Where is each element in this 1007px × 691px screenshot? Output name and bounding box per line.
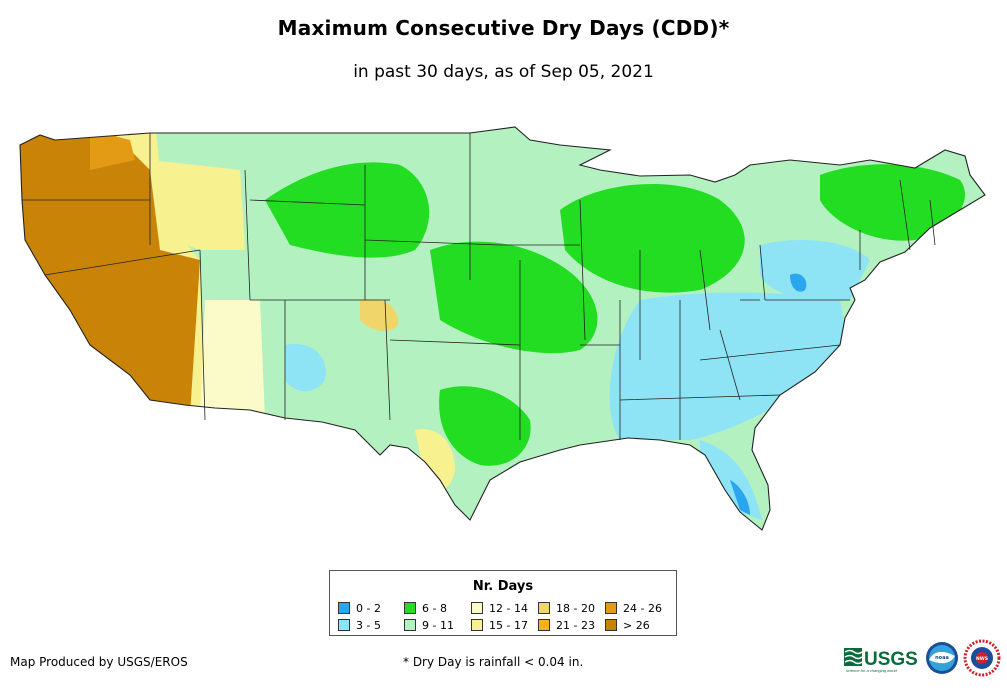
legend-label: 9 - 11 — [422, 619, 454, 632]
legend-item-3-5: 3 - 5 — [338, 619, 381, 632]
legend-item-over-26: > 26 — [605, 619, 650, 632]
legend-title: Nr. Days — [472, 579, 534, 594]
legend-label: 0 - 2 — [356, 602, 381, 615]
region-new-mexico-cyan — [285, 344, 326, 392]
legend-label: > 26 — [623, 619, 650, 632]
legend-item-15-17: 15 - 17 — [471, 619, 528, 632]
legend-item-18-20: 18 - 20 — [538, 602, 595, 615]
region-southeast-cyan — [609, 292, 850, 440]
legend-swatch — [338, 602, 350, 614]
region-colorado-tan — [360, 298, 399, 332]
dry-day-regions — [20, 127, 985, 530]
legend-swatch — [471, 619, 483, 631]
region-idaho-yellow — [150, 160, 245, 250]
legend-item-9-11: 9 - 11 — [404, 619, 454, 632]
legend-swatch — [538, 602, 550, 614]
noaa-logo: noaa — [926, 642, 958, 674]
legend: Nr. Days 0 - 2 3 - 5 6 - 8 9 - 11 12 - 1… — [329, 570, 677, 636]
region-arizona-pale — [200, 300, 265, 420]
legend-swatch — [404, 619, 416, 631]
legend-item-24-26: 24 - 26 — [605, 602, 662, 615]
legend-label: 24 - 26 — [623, 602, 662, 615]
map-title: Maximum Consecutive Dry Days (CDD)* — [277, 16, 730, 40]
legend-label: 15 - 17 — [489, 619, 528, 632]
region-great-lakes-green — [560, 183, 745, 293]
footnote-text: * Dry Day is rainfall < 0.04 in. — [403, 655, 584, 669]
region-montana-green — [265, 162, 430, 258]
legend-swatch — [404, 602, 416, 614]
region-oregon-orange — [90, 130, 135, 170]
legend-swatch — [538, 619, 550, 631]
legend-item-0-2: 0 - 2 — [338, 602, 381, 615]
us-dry-days-map — [19, 126, 986, 531]
usgs-tagline: science for a changing world — [846, 668, 897, 673]
region-texas-green — [439, 386, 531, 466]
nws-logo: NWS — [963, 639, 1001, 677]
region-northeast-green — [820, 164, 965, 241]
region-pennsylvania-blue — [790, 273, 807, 292]
legend-swatch — [605, 619, 617, 631]
legend-label: 21 - 23 — [556, 619, 595, 632]
usgs-logo: USGS science for a changing world — [844, 648, 918, 673]
state-boundaries — [19, 126, 986, 531]
noaa-wordmark: noaa — [935, 655, 949, 661]
region-florida-blue — [730, 480, 750, 515]
legend-label: 12 - 14 — [489, 602, 528, 615]
region-central-green — [430, 241, 598, 354]
legend-label: 18 - 20 — [556, 602, 595, 615]
legend-swatch — [471, 602, 483, 614]
legend-swatch — [338, 619, 350, 631]
credit-text: Map Produced by USGS/EROS — [10, 655, 188, 669]
legend-label: 3 - 5 — [356, 619, 381, 632]
map-subtitle: in past 30 days, as of Sep 05, 2021 — [353, 62, 654, 82]
nws-wordmark: NWS — [976, 656, 988, 662]
legend-label: 6 - 8 — [422, 602, 447, 615]
agency-logos: USGS science for a changing world noaa N… — [844, 639, 1001, 677]
usgs-wordmark: USGS — [864, 649, 918, 670]
region-mid-atlantic-cyan — [760, 240, 870, 302]
legend-item-12-14: 12 - 14 — [471, 602, 528, 615]
legend-swatch — [605, 602, 617, 614]
legend-item-6-8: 6 - 8 — [404, 602, 447, 615]
legend-item-21-23: 21 - 23 — [538, 619, 595, 632]
